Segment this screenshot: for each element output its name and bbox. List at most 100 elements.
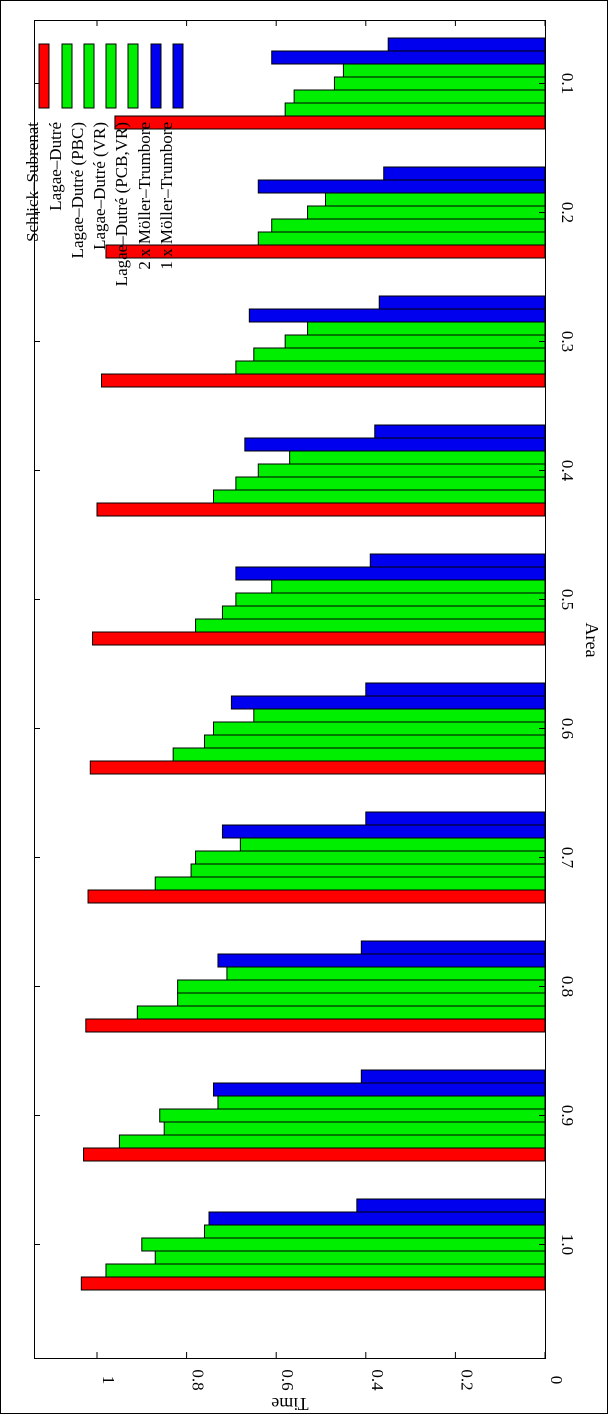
bar-2-0.4: [212, 489, 546, 504]
bar-7-0.7: [365, 811, 546, 826]
bar-4-0.2: [307, 205, 546, 220]
bar-6-0.9: [212, 1082, 546, 1097]
bar-3-0.3: [253, 347, 546, 362]
bars-group: [80, 37, 546, 1291]
bar-7-0.6: [365, 682, 546, 697]
bar-1-0.9: [83, 1147, 546, 1162]
bar-2-0.5: [195, 618, 546, 633]
bar-5-0.9: [217, 1095, 546, 1110]
bar-3-0.2: [271, 218, 546, 233]
bar-2-0.9: [118, 1134, 546, 1149]
bar-4-0.3: [284, 334, 546, 349]
x-tick-label: 0.1: [558, 73, 577, 94]
bar-3-0.7: [190, 863, 546, 878]
legend-swatch-5: [127, 43, 139, 109]
y-axis-label: Time: [271, 1394, 308, 1414]
x-tick-label: 0.2: [558, 202, 577, 223]
legend-swatch-3: [83, 43, 95, 109]
legend-label-4: Lagae–Dutré (VR): [90, 122, 109, 250]
x-tick-label: 0.7: [558, 847, 577, 869]
bar-7-0.4: [374, 424, 546, 439]
legend-swatch-2: [61, 43, 73, 109]
bar-4-0.8: [177, 979, 546, 994]
x-tick-label: 0.9: [558, 1105, 577, 1126]
bar-5-0.3: [307, 321, 546, 336]
bar-5-0.1: [342, 63, 546, 78]
legend-swatch-6: [150, 43, 162, 109]
bar-7-0.1: [387, 37, 546, 52]
y-tick-label: 0.4: [368, 1369, 387, 1391]
bar-6-0.2: [257, 179, 546, 194]
bar-1-0.1: [114, 115, 546, 130]
bar-2-1.0: [105, 1263, 546, 1278]
bar-7-0.2: [383, 166, 546, 181]
bar-3-0.6: [204, 734, 546, 749]
bar-5-0.7: [239, 837, 546, 852]
bar-4-0.5: [235, 592, 546, 607]
x-axis-label: Area: [582, 623, 602, 658]
bar-1-0.6: [89, 760, 546, 775]
legend-swatch-4: [105, 43, 117, 109]
legend-label-6: 2 x Möller–Trumbore: [135, 122, 154, 270]
legend-swatch-7: [172, 43, 184, 109]
x-tick-label: 0.5: [558, 589, 577, 610]
x-tick-label: 0.4: [558, 460, 577, 482]
bar-7-1.0: [356, 1198, 546, 1213]
bar-1-0.8: [85, 1018, 546, 1033]
bar-4-0.6: [212, 721, 546, 736]
bar-3-0.1: [293, 89, 546, 104]
bar-5-0.6: [253, 708, 546, 723]
bar-6-0.8: [217, 953, 546, 968]
x-tick-label: 0.3: [558, 331, 577, 352]
bar-6-0.4: [244, 437, 546, 452]
y-tick-label: 0.8: [189, 1369, 208, 1390]
bar-4-1.0: [141, 1237, 546, 1252]
bar-1-1.0: [80, 1276, 546, 1291]
y-tick-label: 0: [547, 1376, 566, 1385]
bar-7-0.9: [360, 1069, 546, 1084]
bar-5-0.4: [289, 450, 546, 465]
bar-4-0.7: [195, 850, 546, 865]
bar-3-0.9: [163, 1121, 546, 1136]
bar-2-0.7: [154, 876, 546, 891]
bar-3-1.0: [154, 1250, 546, 1265]
y-tick-label: 0.2: [457, 1369, 476, 1390]
bar-2-0.1: [284, 102, 546, 117]
bar-6-0.1: [271, 50, 546, 65]
ticks-group: 0.1 0.2 0.3 0.4 0.5 0.6 0.7 0.8 0.9 1.0 0 0.2 0.4 0.6…: [34, 20, 577, 1391]
bar-2-0.2: [257, 231, 546, 246]
bar-3-0.5: [221, 605, 546, 620]
bar-4-0.4: [257, 463, 546, 478]
bar-1-0.3: [100, 373, 546, 388]
bar-2-0.6: [172, 747, 546, 762]
bar-7-0.5: [369, 553, 546, 568]
bar-3-0.4: [235, 476, 546, 491]
bar-2-0.8: [136, 1005, 546, 1020]
legend-label-1: Schlick–Subrenat: [23, 122, 42, 242]
bar-5-0.5: [271, 579, 546, 594]
bar-6-1.0: [208, 1211, 546, 1226]
bar-4-0.9: [159, 1108, 546, 1123]
bar-1-0.7: [87, 889, 546, 904]
x-tick-label: 0.8: [558, 976, 577, 997]
bar-3-0.8: [177, 992, 546, 1007]
x-tick-label: 1.0: [558, 1234, 577, 1255]
legend-label-7: 1 x Möller–Trumbore: [157, 122, 176, 270]
bar-6-0.6: [230, 695, 546, 710]
legend-label-2: Lagae–Dutré: [46, 122, 65, 211]
bar-6-0.5: [235, 566, 546, 581]
y-tick-label: 0.6: [278, 1369, 297, 1390]
bar-1-0.4: [96, 502, 546, 517]
x-tick-label: 0.6: [558, 718, 577, 739]
plot-frame: [34, 20, 546, 1359]
bar-6-0.3: [248, 308, 546, 323]
y-tick-label: 1: [99, 1376, 118, 1385]
bar-6-0.7: [221, 824, 546, 839]
bar-5-0.8: [226, 966, 546, 981]
bar-7-0.8: [360, 940, 546, 955]
bar-2-0.3: [235, 360, 546, 375]
legend-swatch-1: [38, 43, 50, 109]
legend-label-5: Lagae–Dutré (PCB,VR): [112, 122, 131, 286]
bar-1-0.5: [92, 631, 546, 646]
